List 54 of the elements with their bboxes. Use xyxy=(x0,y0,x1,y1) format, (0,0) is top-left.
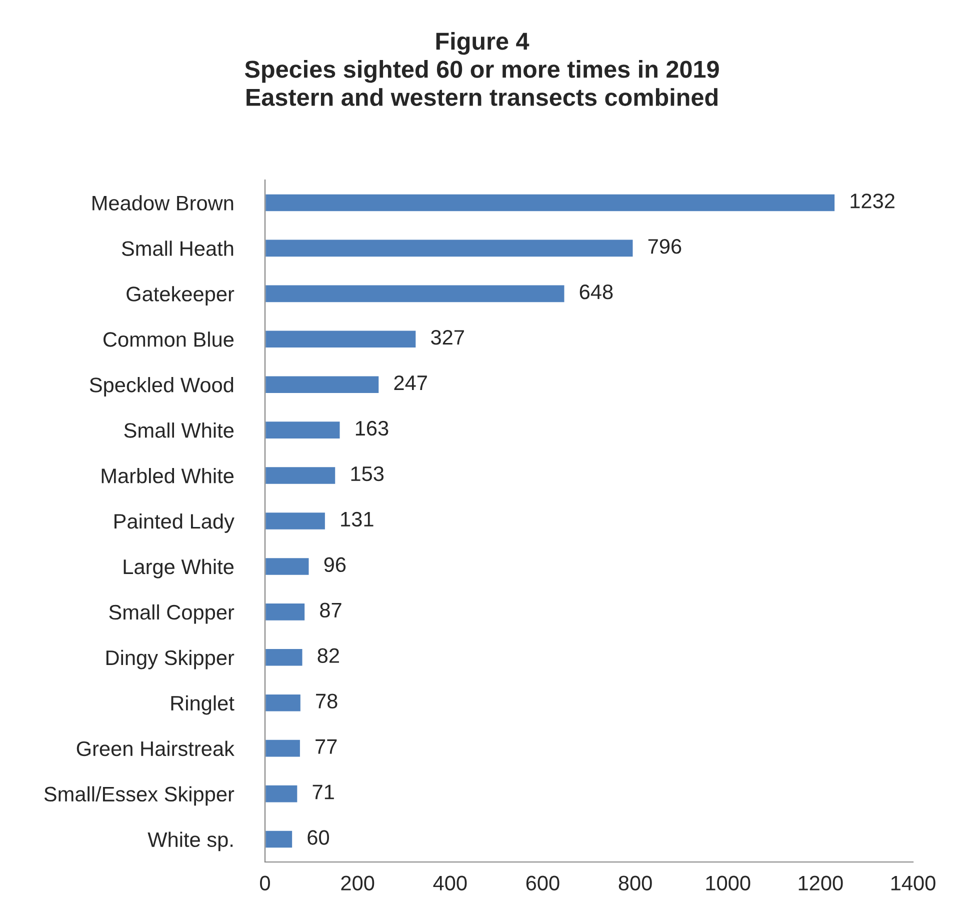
bar xyxy=(265,420,342,440)
bar xyxy=(265,192,836,213)
y-tick-label: Marbled White xyxy=(102,468,234,484)
y-tick-label: Large White xyxy=(124,558,234,578)
bar xyxy=(265,511,326,531)
data-label: 78 xyxy=(316,694,338,708)
y-tick-label: Painted Lady xyxy=(114,513,234,533)
bar xyxy=(265,602,306,622)
x-tick-label: 0 xyxy=(260,876,270,890)
y-tick-label: Speckled Wood xyxy=(90,377,234,396)
bar xyxy=(265,466,337,486)
data-label: 82 xyxy=(318,648,339,663)
y-tick-label: Dingy Skipper xyxy=(106,650,234,670)
chart-title: Figure 4 Species sighted 60 or more times in 2019 Eastern and western transects combined xyxy=(244,32,719,106)
x-tick-label: 200 xyxy=(341,876,374,890)
x-tick-label: 600 xyxy=(526,876,560,890)
data-label: 796 xyxy=(648,239,682,254)
x-tick-label: 1000 xyxy=(706,876,750,890)
x-tick-label: 1400 xyxy=(891,876,936,890)
y-tick-label: Ringlet xyxy=(171,695,234,715)
x-tick-label: 400 xyxy=(433,876,467,890)
bar xyxy=(265,738,302,758)
bar xyxy=(265,284,566,304)
data-label: 71 xyxy=(312,784,334,800)
data-label: 163 xyxy=(356,420,388,436)
bar xyxy=(265,238,634,258)
data-label: 131 xyxy=(341,512,374,527)
bar xyxy=(265,374,380,394)
bar xyxy=(265,693,302,713)
data-label: 87 xyxy=(320,602,342,618)
x-tick-label: 1200 xyxy=(798,876,843,890)
data-label: 648 xyxy=(580,284,613,300)
bar xyxy=(265,784,299,804)
y-tick-label: Small/Essex Skipper xyxy=(44,786,234,806)
data-label: 96 xyxy=(324,557,346,572)
y-tick-label: Gatekeeper xyxy=(126,286,234,306)
bar xyxy=(265,829,294,850)
data-label: 60 xyxy=(308,830,330,845)
data-label: 153 xyxy=(351,466,384,482)
bar xyxy=(265,329,418,349)
data-label: 327 xyxy=(431,330,464,345)
y-tick-label: Small Copper xyxy=(109,604,234,624)
data-label: 247 xyxy=(394,375,427,390)
y-tick-label: Small White xyxy=(124,422,234,438)
y-tick-label: Small Heath xyxy=(122,240,234,256)
y-tick-label: Meadow Brown xyxy=(92,195,234,210)
bar xyxy=(265,648,304,668)
data-label: 77 xyxy=(316,739,337,754)
y-tick-label: Common Blue xyxy=(104,332,234,347)
bar xyxy=(265,556,310,576)
data-label: 1232 xyxy=(850,194,894,208)
y-tick-label: White sp. xyxy=(148,832,233,852)
y-tick-label: Green Hairstreak xyxy=(76,740,234,756)
x-tick-label: 800 xyxy=(618,876,652,890)
